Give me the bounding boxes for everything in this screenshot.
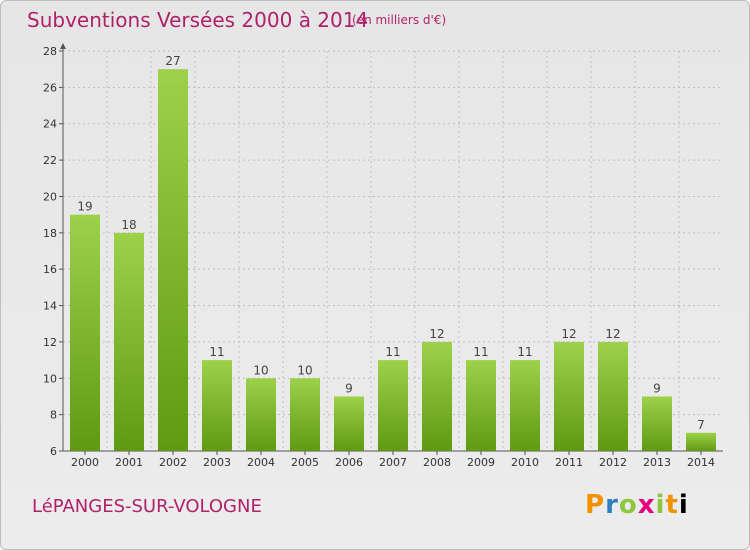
x-tick-label: 2009 bbox=[467, 456, 495, 469]
x-tick-label: 2012 bbox=[599, 456, 627, 469]
bar-value-label: 12 bbox=[605, 327, 620, 341]
y-tick-label: 20 bbox=[43, 190, 57, 203]
bar-value-label: 19 bbox=[77, 200, 92, 214]
y-tick-label: 6 bbox=[50, 445, 57, 458]
x-tick-label: 2008 bbox=[423, 456, 451, 469]
bar-value-label: 10 bbox=[297, 363, 312, 377]
x-tick-label: 2013 bbox=[643, 456, 671, 469]
bar-2004 bbox=[246, 378, 276, 451]
bar-value-label: 9 bbox=[345, 381, 353, 395]
chart-subtitle: (en milliers d'€) bbox=[352, 13, 447, 27]
y-tick-label: 24 bbox=[43, 118, 57, 131]
x-tick-label: 2001 bbox=[115, 456, 143, 469]
y-tick-label: 10 bbox=[43, 372, 57, 385]
bar-value-label: 9 bbox=[653, 381, 661, 395]
bar-2008 bbox=[422, 341, 452, 451]
bar-2005 bbox=[290, 378, 320, 451]
x-tick-label: 2011 bbox=[555, 456, 583, 469]
brand-logo: Proxiti bbox=[585, 490, 689, 520]
chart-title: Subventions Versées 2000 à 2014 bbox=[27, 8, 369, 32]
place-name: LéPANGES-SUR-VOLOGNE bbox=[32, 496, 262, 517]
bar-2002 bbox=[158, 69, 188, 451]
y-tick-label: 8 bbox=[50, 409, 57, 422]
bar-value-label: 12 bbox=[561, 327, 576, 341]
x-tick-label: 2003 bbox=[203, 456, 231, 469]
x-tick-label: 2010 bbox=[511, 456, 539, 469]
bar-2007 bbox=[378, 360, 408, 451]
bar-2013 bbox=[642, 396, 672, 451]
x-tick-label: 2002 bbox=[159, 456, 187, 469]
x-tick-label: 2000 bbox=[71, 456, 99, 469]
x-tick-label: 2007 bbox=[379, 456, 407, 469]
bar-value-label: 11 bbox=[517, 345, 532, 359]
bar-2011 bbox=[554, 341, 584, 451]
y-tick-label: 26 bbox=[43, 81, 57, 94]
x-tick-label: 2004 bbox=[247, 456, 275, 469]
bar-2010 bbox=[510, 360, 540, 451]
bar-value-label: 12 bbox=[429, 327, 444, 341]
bar-2000 bbox=[70, 214, 100, 451]
y-tick-label: 18 bbox=[43, 227, 57, 240]
bar-value-label: 27 bbox=[165, 54, 180, 68]
bar-value-label: 10 bbox=[253, 363, 268, 377]
x-tick-label: 2005 bbox=[291, 456, 319, 469]
bar-2012 bbox=[598, 341, 628, 451]
x-tick-label: 2014 bbox=[687, 456, 715, 469]
bar-value-label: 18 bbox=[121, 218, 136, 232]
bar-value-label: 11 bbox=[209, 345, 224, 359]
bar-value-label: 11 bbox=[473, 345, 488, 359]
y-axis-arrow bbox=[60, 43, 66, 49]
y-tick-label: 22 bbox=[43, 154, 57, 167]
bar-value-label: 7 bbox=[697, 418, 705, 432]
y-tick-label: 12 bbox=[43, 336, 57, 349]
x-tick-label: 2006 bbox=[335, 456, 363, 469]
bar-2006 bbox=[334, 396, 364, 451]
y-tick-label: 28 bbox=[43, 45, 57, 58]
bar-2014 bbox=[686, 432, 716, 451]
bar-2003 bbox=[202, 360, 232, 451]
bar-2001 bbox=[114, 232, 144, 451]
y-tick-label: 14 bbox=[43, 300, 57, 313]
bar-value-label: 11 bbox=[385, 345, 400, 359]
y-tick-label: 16 bbox=[43, 263, 57, 276]
bar-2009 bbox=[466, 360, 496, 451]
